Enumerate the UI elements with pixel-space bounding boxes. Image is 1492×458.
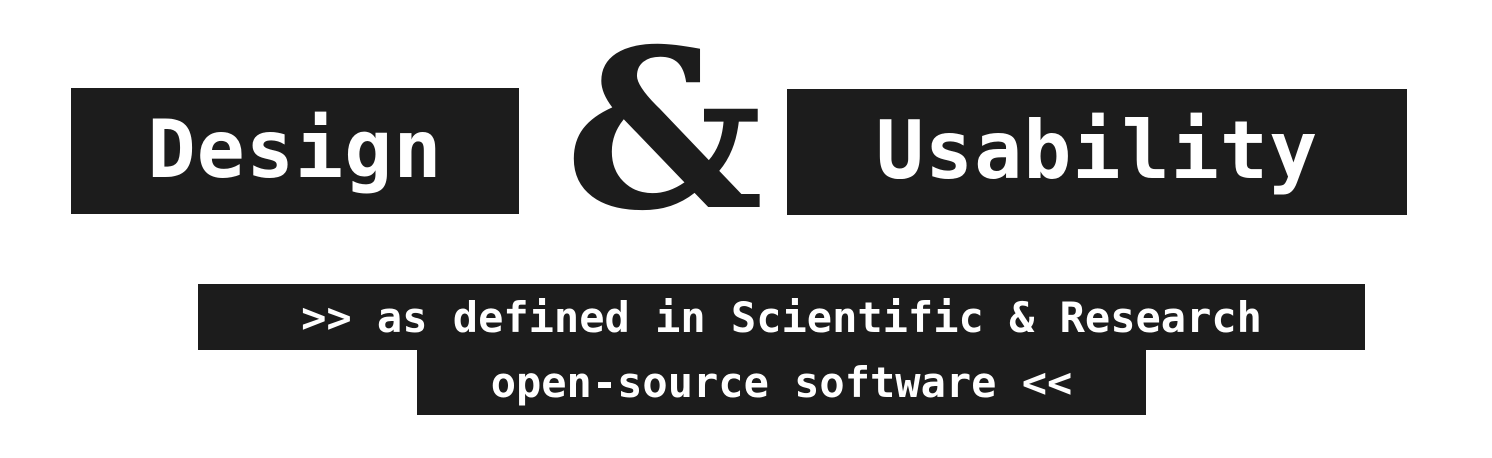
design-title-block: Design — [71, 88, 519, 214]
subtitle-line-2-text: open-source software << — [490, 358, 1073, 407]
subtitle-line-1: >> as defined in Scientific & Research — [198, 284, 1365, 350]
subtitle-line-1-text: >> as defined in Scientific & Research — [301, 292, 1262, 342]
subtitle-line-2: open-source software << — [417, 350, 1146, 415]
usability-title-block: Usability — [787, 89, 1407, 215]
design-title-text: Design — [147, 102, 443, 196]
usability-title-text: Usability — [875, 103, 1319, 197]
ampersand-glyph: & — [565, 0, 764, 259]
